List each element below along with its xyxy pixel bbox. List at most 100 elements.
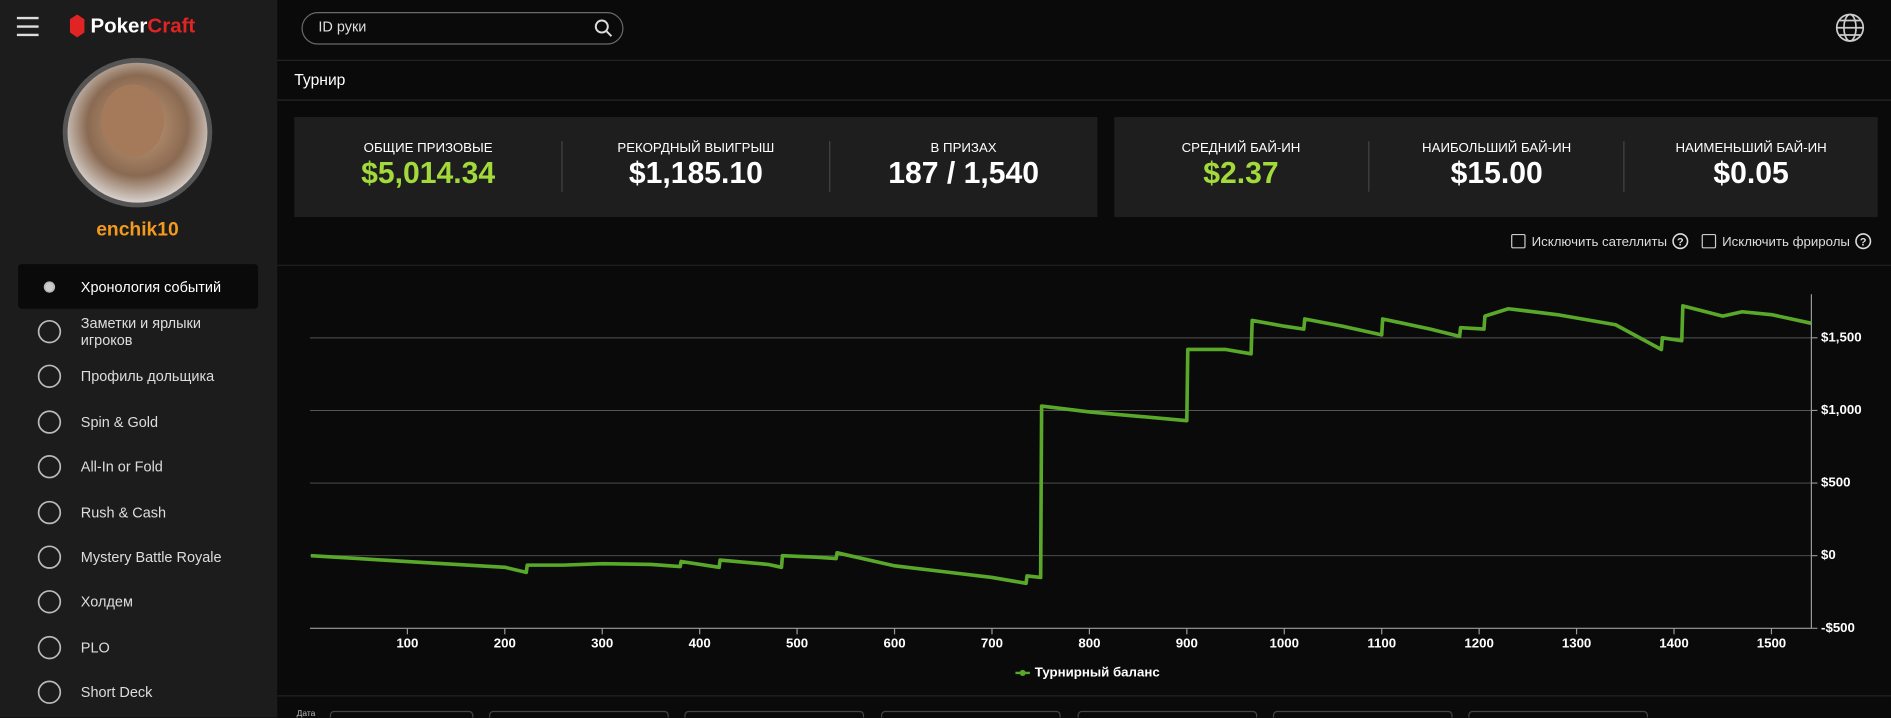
icon-shape (37, 455, 62, 479)
username[interactable]: enchik10 (96, 219, 179, 240)
menu-item[interactable]: Short Deck (18, 670, 258, 715)
main-bg (277, 0, 1891, 718)
menu-item[interactable]: PLO (18, 625, 258, 670)
menu-item[interactable]: Профиль дольщика (18, 354, 258, 399)
field[interactable] (1272, 710, 1453, 718)
x-tick-label: 1500 (1757, 635, 1786, 650)
x-tick-label: 400 (689, 635, 711, 650)
y-tick-label: $1,500 (1821, 329, 1862, 344)
menu-label: Хронология событий (80, 278, 222, 296)
stats-card (1114, 116, 1878, 218)
language-icon[interactable] (1835, 13, 1865, 42)
field[interactable] (489, 710, 669, 718)
menu-icon (37, 545, 62, 569)
icon-shape (43, 280, 56, 293)
icon-shape (37, 545, 62, 569)
x-tick-label: 500 (786, 635, 808, 650)
stat-value: $0.05 (1713, 157, 1788, 190)
stat-value: $5,014.34 (361, 157, 495, 190)
avatar-face (101, 84, 165, 157)
checkbox[interactable] (1511, 233, 1526, 249)
menu-item[interactable]: Холдем (18, 580, 258, 625)
hamburger[interactable] (16, 16, 39, 37)
search-icon[interactable] (594, 19, 613, 37)
field[interactable] (684, 710, 865, 718)
menu-item[interactable]: Заметки и ярлыки игроков (18, 309, 258, 354)
menu-item[interactable]: Spin & Gold (18, 399, 258, 444)
help-icon[interactable] (1855, 233, 1872, 250)
x-tick-label: 1000 (1270, 635, 1299, 650)
icon-shape (37, 500, 62, 524)
filter-label: Исключить фриролы (1722, 234, 1850, 249)
menu-item[interactable]: All-In or Fold (18, 444, 258, 489)
stat-label: РЕКОРДНЫЙ ВЫИГРЫШ (617, 140, 774, 155)
search-box[interactable] (301, 12, 624, 45)
series-line (310, 304, 1812, 586)
menu-icon (43, 280, 56, 293)
menu-label: Холдем (80, 593, 133, 611)
y-tick-label: $0 (1821, 547, 1836, 562)
help-icon[interactable] (1672, 233, 1689, 250)
menu-label: Профиль дольщика (80, 368, 215, 386)
stat-value: $1,185.10 (629, 157, 763, 190)
menu-label: Short Deck (80, 684, 153, 701)
menu-icon (37, 410, 62, 434)
y-tick-label: $1,000 (1821, 402, 1862, 417)
bottom-fields (329, 710, 1648, 718)
filter-label: Исключить сателлиты (1532, 234, 1667, 249)
search-placeholder: ID руки (318, 20, 366, 36)
y-tick-label: -$500 (1821, 620, 1855, 635)
sidebar: PokerCraft enchik10 Хронология событий За… (0, 0, 278, 718)
stat-value: $2.37 (1203, 157, 1278, 190)
legend-dot (1019, 669, 1026, 676)
stat-label: СРЕДНИЙ БАЙ-ИН (1182, 140, 1301, 155)
x-tick-label: 100 (396, 635, 418, 650)
field[interactable] (1468, 710, 1648, 718)
stat-label: В ПРИЗАХ (931, 140, 997, 155)
checkbox[interactable] (1701, 233, 1717, 249)
menu-label: All-In or Fold (80, 458, 163, 476)
menu-label: Spin & Gold (80, 413, 159, 431)
icon-shape (37, 320, 62, 344)
icon-shape (37, 365, 62, 389)
menu-icon (37, 680, 62, 705)
y-tick-label: $500 (1821, 475, 1850, 490)
menu-icon (37, 365, 62, 389)
help-mark: ? (1860, 236, 1867, 248)
section-title: Турнир (294, 72, 345, 89)
icon-shape (37, 635, 62, 660)
x-tick-label: 1300 (1562, 635, 1591, 650)
x-tick-label: 300 (591, 635, 613, 650)
field[interactable] (880, 710, 1061, 718)
logo[interactable]: PokerCraft (90, 15, 195, 38)
bottom-label: Дата (297, 708, 316, 717)
menu-item[interactable]: Rush & Cash (18, 490, 258, 535)
stat-value: 187 / 1,540 (888, 157, 1039, 190)
menu-icon (37, 455, 62, 479)
menu-icon (37, 635, 62, 660)
menu-icon (37, 320, 62, 344)
help-mark: ? (1677, 236, 1684, 248)
x-tick-label: 600 (883, 635, 905, 650)
stats-card (294, 116, 1098, 218)
x-tick-label: 1400 (1659, 635, 1688, 650)
menu-label: Rush & Cash (80, 503, 167, 521)
stat-label: НАИБОЛЬШИЙ БАЙ-ИН (1422, 140, 1571, 155)
x-tick-label: 800 (1078, 635, 1100, 650)
field[interactable] (1077, 710, 1258, 718)
x-tick-label: 1200 (1464, 635, 1493, 650)
sidebar-header: PokerCraft enchik10 (16, 14, 213, 240)
x-tick-label: 700 (981, 635, 1003, 650)
menu-item[interactable]: Хронология событий (18, 264, 259, 310)
x-tick-label: 200 (494, 635, 516, 650)
legend-label[interactable]: Турнирный баланс (1035, 664, 1160, 679)
menu-item[interactable]: Mystery Battle Royale (18, 535, 258, 580)
icon-shape (37, 680, 62, 705)
x-tick-label: 900 (1176, 635, 1198, 650)
field[interactable] (329, 710, 474, 718)
menu-label: Mystery Battle Royale (80, 548, 222, 566)
menu: Хронология событий Заметки и ярлыки игрок… (18, 264, 259, 715)
menu-label: PLO (80, 638, 110, 656)
